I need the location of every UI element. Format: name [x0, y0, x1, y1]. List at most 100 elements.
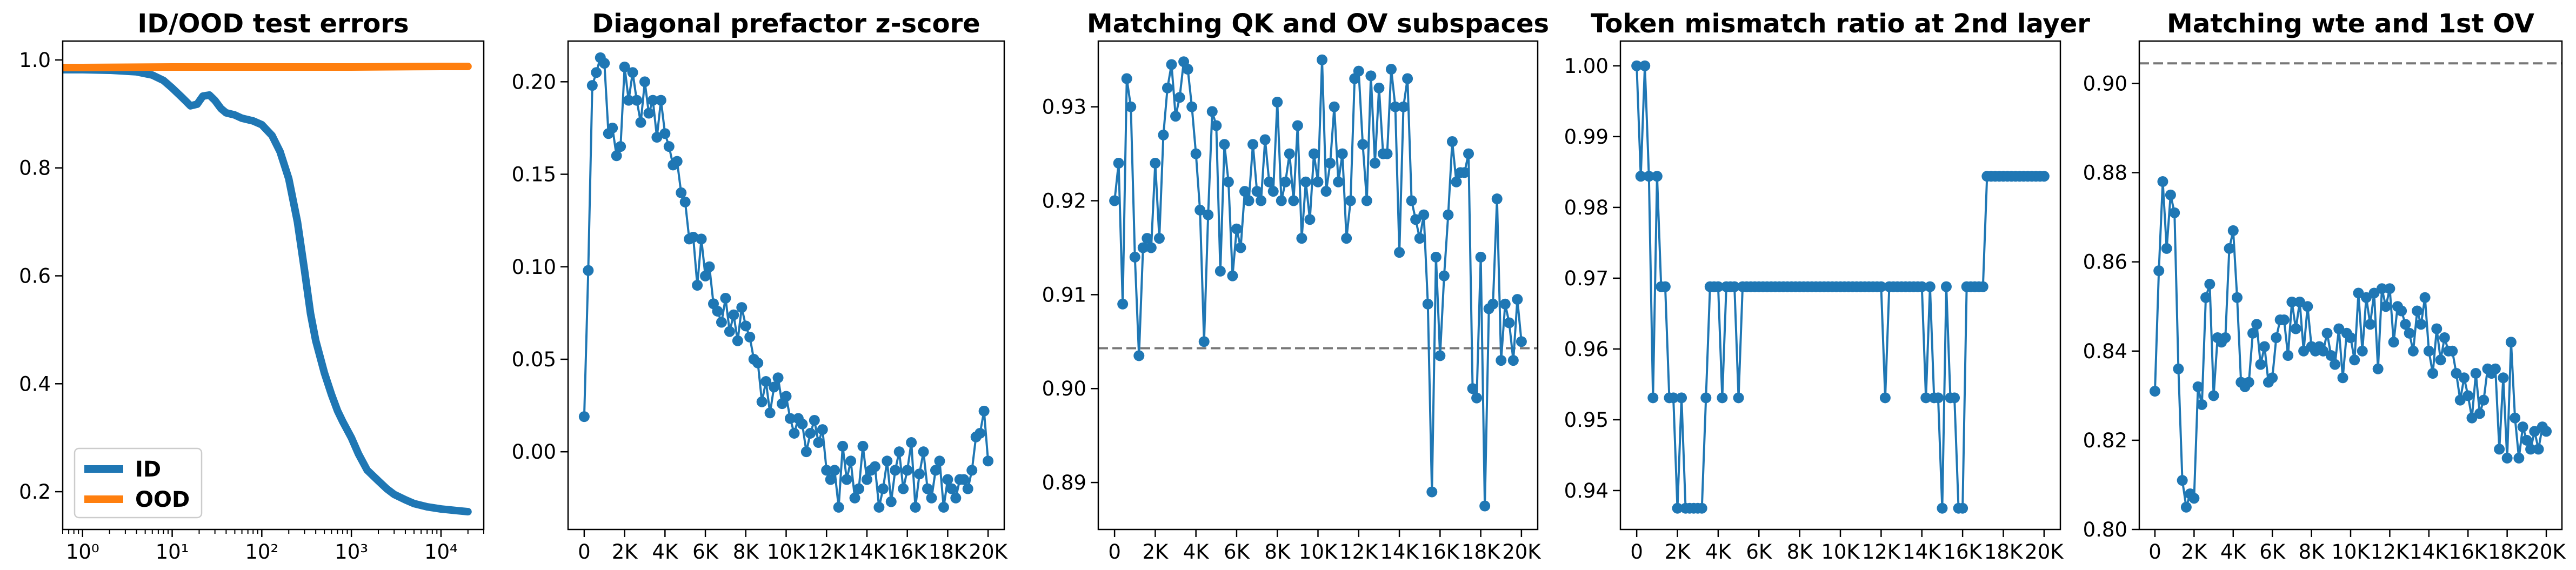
data-point: [627, 67, 638, 78]
data-point: [1712, 281, 1724, 292]
data-point: [958, 474, 970, 485]
series-line: [2153, 180, 2548, 508]
data-point: [938, 501, 949, 513]
y-tick-label: 0.15: [512, 163, 556, 186]
data-point: [946, 483, 957, 494]
data-point: [1345, 195, 1356, 206]
data-point: [2333, 323, 2345, 334]
chart-panel-4: Token mismatch ratio at 2nd layer 0 2K 4K 6K…: [1564, 9, 2091, 564]
y-tick-label: 0.98: [1564, 196, 1609, 219]
x-tick-label: 2K: [2181, 540, 2208, 564]
data-point: [2404, 327, 2415, 339]
data-point: [1676, 392, 1687, 404]
data-point: [1717, 392, 1728, 404]
data-point: [934, 455, 945, 467]
data-point: [1186, 101, 1198, 112]
data-point: [1267, 186, 1279, 197]
data-point: [784, 413, 796, 424]
data-point: [1109, 195, 1120, 206]
data-point: [1292, 120, 1303, 131]
data-point: [663, 141, 675, 152]
data-point: [2447, 345, 2458, 357]
data-point: [910, 501, 921, 513]
axes-frame: [567, 40, 1005, 531]
data-point: [671, 156, 683, 167]
data-point: [2290, 323, 2301, 334]
data-point: [1394, 247, 1405, 258]
data-point: [2376, 283, 2387, 294]
data-point: [2196, 399, 2207, 410]
data-point: [2200, 292, 2212, 303]
data-point: [2259, 341, 2270, 352]
data-point: [1320, 186, 1332, 197]
y-tick-label: 0.90: [2083, 72, 2127, 95]
data-point: [764, 407, 776, 419]
chart-title: Diagonal prefactor z-score: [592, 9, 980, 39]
data-point: [599, 58, 610, 69]
x-tick-label: 20K: [2025, 540, 2064, 564]
y-tick-label: 0.96: [1564, 338, 1609, 361]
data-point: [2510, 412, 2521, 424]
x-tick-label: 2K: [1142, 540, 1169, 564]
x-tick-label: 10⁴: [424, 540, 458, 564]
data-point: [732, 335, 743, 346]
data-point: [696, 233, 707, 245]
data-point: [1337, 148, 1348, 159]
chart-panel-1: ID/OOD test errors 10⁰ 10¹ 10² 10³ 10⁴ 0.2 0.4 0…: [19, 9, 485, 564]
data-point: [805, 427, 816, 439]
data-point: [2412, 305, 2423, 317]
x-tick-label: 12K: [807, 540, 847, 564]
data-point: [2353, 287, 2364, 299]
data-point: [2368, 287, 2380, 299]
data-point: [1121, 73, 1132, 84]
y-tick-label: 0.86: [2083, 251, 2127, 274]
y-tick-label: 0.95: [1564, 408, 1609, 432]
data-point: [651, 132, 663, 143]
x-tick-label: 6K: [1224, 540, 1251, 564]
data-point: [2501, 452, 2513, 464]
data-point: [635, 117, 646, 128]
data-point: [659, 128, 671, 139]
data-point: [1422, 298, 1433, 310]
data-point: [1333, 176, 1344, 187]
y-tick-label: 1.0: [19, 49, 51, 72]
data-point: [2415, 319, 2427, 330]
data-point: [2396, 305, 2407, 317]
data-point: [1190, 148, 1202, 159]
data-point: [2407, 345, 2419, 357]
data-point: [2271, 332, 2282, 344]
data-point: [607, 122, 618, 133]
data-point: [688, 231, 699, 243]
data-point: [639, 76, 650, 88]
data-point: [1288, 195, 1299, 206]
data-point: [1280, 176, 1291, 187]
data-point: [825, 474, 836, 485]
data-point: [2038, 171, 2050, 182]
data-point: [769, 381, 780, 393]
data-point: [1373, 82, 1385, 93]
data-point: [1507, 355, 1519, 366]
data-point: [2529, 426, 2540, 437]
chart-panel-5: Matching wte and 1st OV 0 2K 4K 6K 8K 10K 12K 14…: [2083, 9, 2567, 564]
x-tick-label: 16K: [888, 540, 927, 564]
data-point: [1133, 350, 1145, 361]
axes-frame: [2138, 40, 2563, 531]
series-line-ood: [63, 62, 472, 71]
data-point: [809, 414, 820, 426]
data-point: [2521, 434, 2532, 446]
data-point: [2419, 292, 2431, 303]
data-point: [1211, 120, 1222, 131]
data-point: [700, 270, 711, 281]
data-point: [1672, 502, 1683, 514]
data-point: [772, 372, 784, 384]
data-point: [2505, 337, 2517, 348]
data-point: [797, 418, 808, 430]
data-point: [950, 492, 962, 504]
y-tick-label: 0.84: [2083, 340, 2127, 363]
data-point: [676, 187, 687, 198]
data-point: [861, 474, 872, 485]
data-point: [882, 455, 893, 467]
data-point: [728, 309, 739, 320]
data-point: [1276, 195, 1287, 206]
data-point: [1471, 392, 1483, 404]
